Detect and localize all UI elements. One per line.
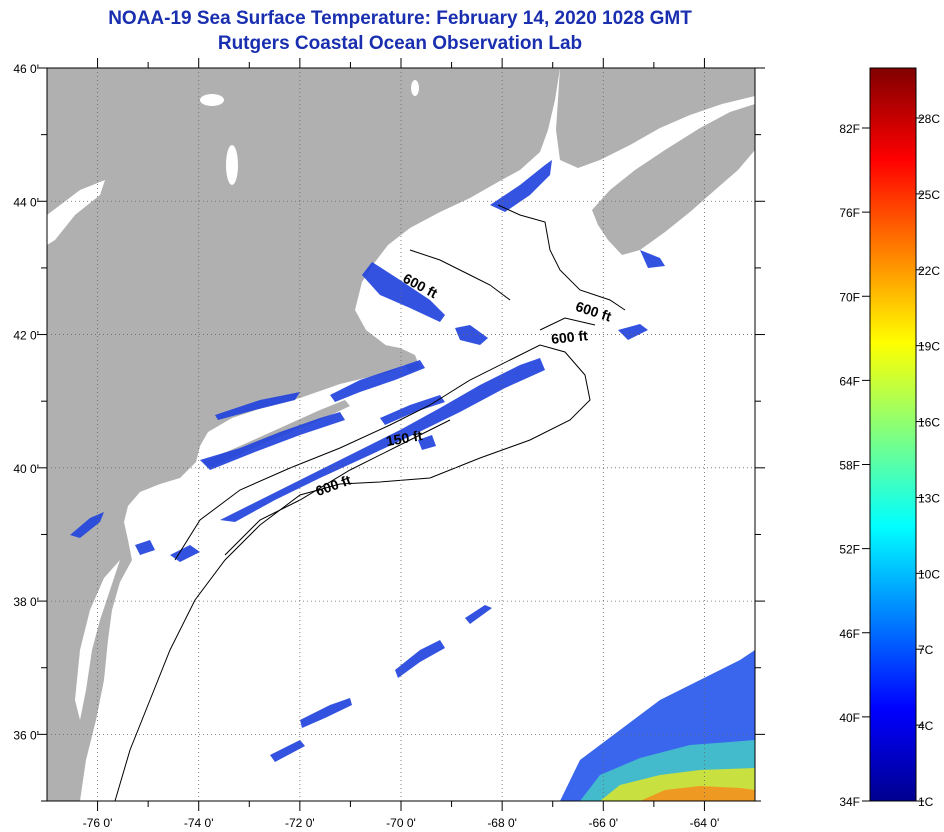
latitude-label: 46 0' bbox=[13, 62, 39, 76]
colorbar-f-label: 64F bbox=[839, 374, 860, 388]
colorbar-ticks bbox=[862, 117, 924, 802]
colorbar-f-label: 58F bbox=[839, 459, 860, 473]
delmarva bbox=[75, 560, 120, 720]
contour-label: 150 ft bbox=[385, 427, 424, 449]
lake bbox=[200, 94, 224, 106]
latitude-label: 44 0' bbox=[13, 195, 39, 209]
colorbar-c-label: 13C bbox=[918, 491, 940, 505]
colorbar-c-label: 16C bbox=[918, 416, 940, 430]
colorbar-f-label: 70F bbox=[839, 290, 860, 304]
latitude-label: 38 0' bbox=[13, 595, 39, 609]
longitude-label: -68 0' bbox=[487, 816, 517, 830]
latitude-label: 42 0' bbox=[13, 329, 39, 343]
colorbar-c-label: 28C bbox=[918, 112, 940, 126]
colorbar-f-label: 82F bbox=[839, 122, 860, 136]
axis-ticks bbox=[37, 58, 765, 811]
map-subtitle: Rutgers Coastal Ocean Observation Lab bbox=[217, 33, 583, 54]
colorbar-f-label: 40F bbox=[839, 711, 860, 725]
colorbar-f-label: 34F bbox=[839, 795, 860, 809]
nova-scotia bbox=[592, 104, 755, 255]
colorbar-c-label: 7C bbox=[918, 643, 934, 657]
latitude-labels: 46 0' 44 0' 42 0' 40 0' 38 0' 36 0' bbox=[13, 62, 39, 742]
colorbar-f-label: 76F bbox=[839, 206, 860, 220]
map-title: NOAA-19 Sea Surface Temperature: Februar… bbox=[108, 8, 692, 29]
colorbar-c-label: 25C bbox=[918, 188, 940, 202]
colorbar bbox=[869, 67, 917, 802]
colorbar-c-label: 4C bbox=[918, 719, 934, 733]
lake-champlain-region bbox=[47, 180, 105, 245]
colorbar-c-label: 19C bbox=[918, 340, 940, 354]
longitude-label: -76 0' bbox=[83, 816, 113, 830]
colorbar-celsius-labels: 28C 25C 22C 19C 16C 13C 10C 7C 4C 1C bbox=[918, 112, 940, 809]
contour-label: 600 ft bbox=[550, 327, 588, 347]
longitude-label: -72 0' bbox=[285, 816, 315, 830]
colorbar-c-label: 1C bbox=[918, 795, 934, 809]
new-brunswick bbox=[556, 68, 755, 168]
latitude-label: 40 0' bbox=[13, 462, 39, 476]
longitude-label: -64 0' bbox=[690, 816, 720, 830]
colorbar-c-label: 10C bbox=[918, 567, 940, 581]
colorbar-f-label: 52F bbox=[839, 543, 860, 557]
sst-swaths bbox=[70, 160, 665, 762]
longitude-label: -70 0' bbox=[386, 816, 416, 830]
colorbar-f-label: 46F bbox=[839, 627, 860, 641]
colorbar-c-label: 22C bbox=[918, 264, 940, 278]
lake bbox=[226, 145, 238, 185]
bathymetry-contours bbox=[114, 204, 626, 801]
sst-warm-patch bbox=[560, 650, 755, 801]
longitude-labels: -76 0' -74 0' -72 0' -70 0' -68 0' -66 0' -64 … bbox=[83, 816, 720, 830]
lake bbox=[411, 80, 419, 96]
us-mainland bbox=[47, 68, 560, 801]
longitude-label: -74 0' bbox=[184, 816, 214, 830]
longitude-label: -66 0' bbox=[588, 816, 618, 830]
colorbar-fahrenheit-labels: 82F 76F 70F 64F 58F 52F 46F 40F 34F bbox=[839, 122, 860, 809]
latitude-label: 36 0' bbox=[13, 728, 39, 742]
